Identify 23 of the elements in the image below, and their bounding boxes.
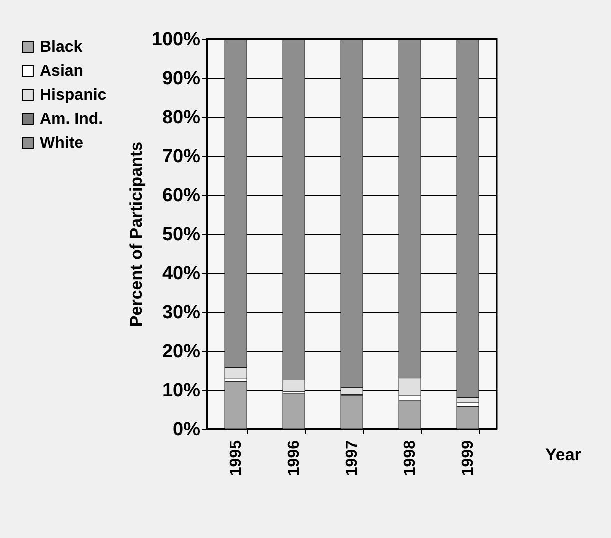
x-tick-label: 1995 xyxy=(228,440,245,476)
y-tick-label: 20% xyxy=(162,342,201,362)
legend-label: Hispanic xyxy=(40,87,107,104)
x-tick-label: 1996 xyxy=(286,440,303,476)
y-tick-label: 80% xyxy=(162,108,201,128)
y-tick-label: 90% xyxy=(162,68,201,90)
x-tick-label: 1998 xyxy=(402,440,419,476)
legend-label: White xyxy=(40,135,84,152)
legend-label: Asian xyxy=(40,63,84,80)
y-tick-label: 30% xyxy=(162,302,201,324)
x-axis-title: Year xyxy=(546,446,582,464)
y-tick-label: 70% xyxy=(162,146,201,168)
legend-label: Black xyxy=(40,39,83,56)
x-tick-label: 1997 xyxy=(344,440,361,476)
y-tick-label: 0% xyxy=(173,420,201,440)
y-tick-label: 60% xyxy=(162,186,201,206)
y-tick-label: 50% xyxy=(162,224,201,246)
y-tick-label: 10% xyxy=(162,380,201,402)
x-tick-label: 1999 xyxy=(460,440,477,476)
legend-label: Am. Ind. xyxy=(40,111,104,128)
y-tick-label: 100% xyxy=(152,30,201,50)
y-axis-title: Percent of Participants xyxy=(126,142,146,328)
y-tick-label: 40% xyxy=(162,264,201,284)
